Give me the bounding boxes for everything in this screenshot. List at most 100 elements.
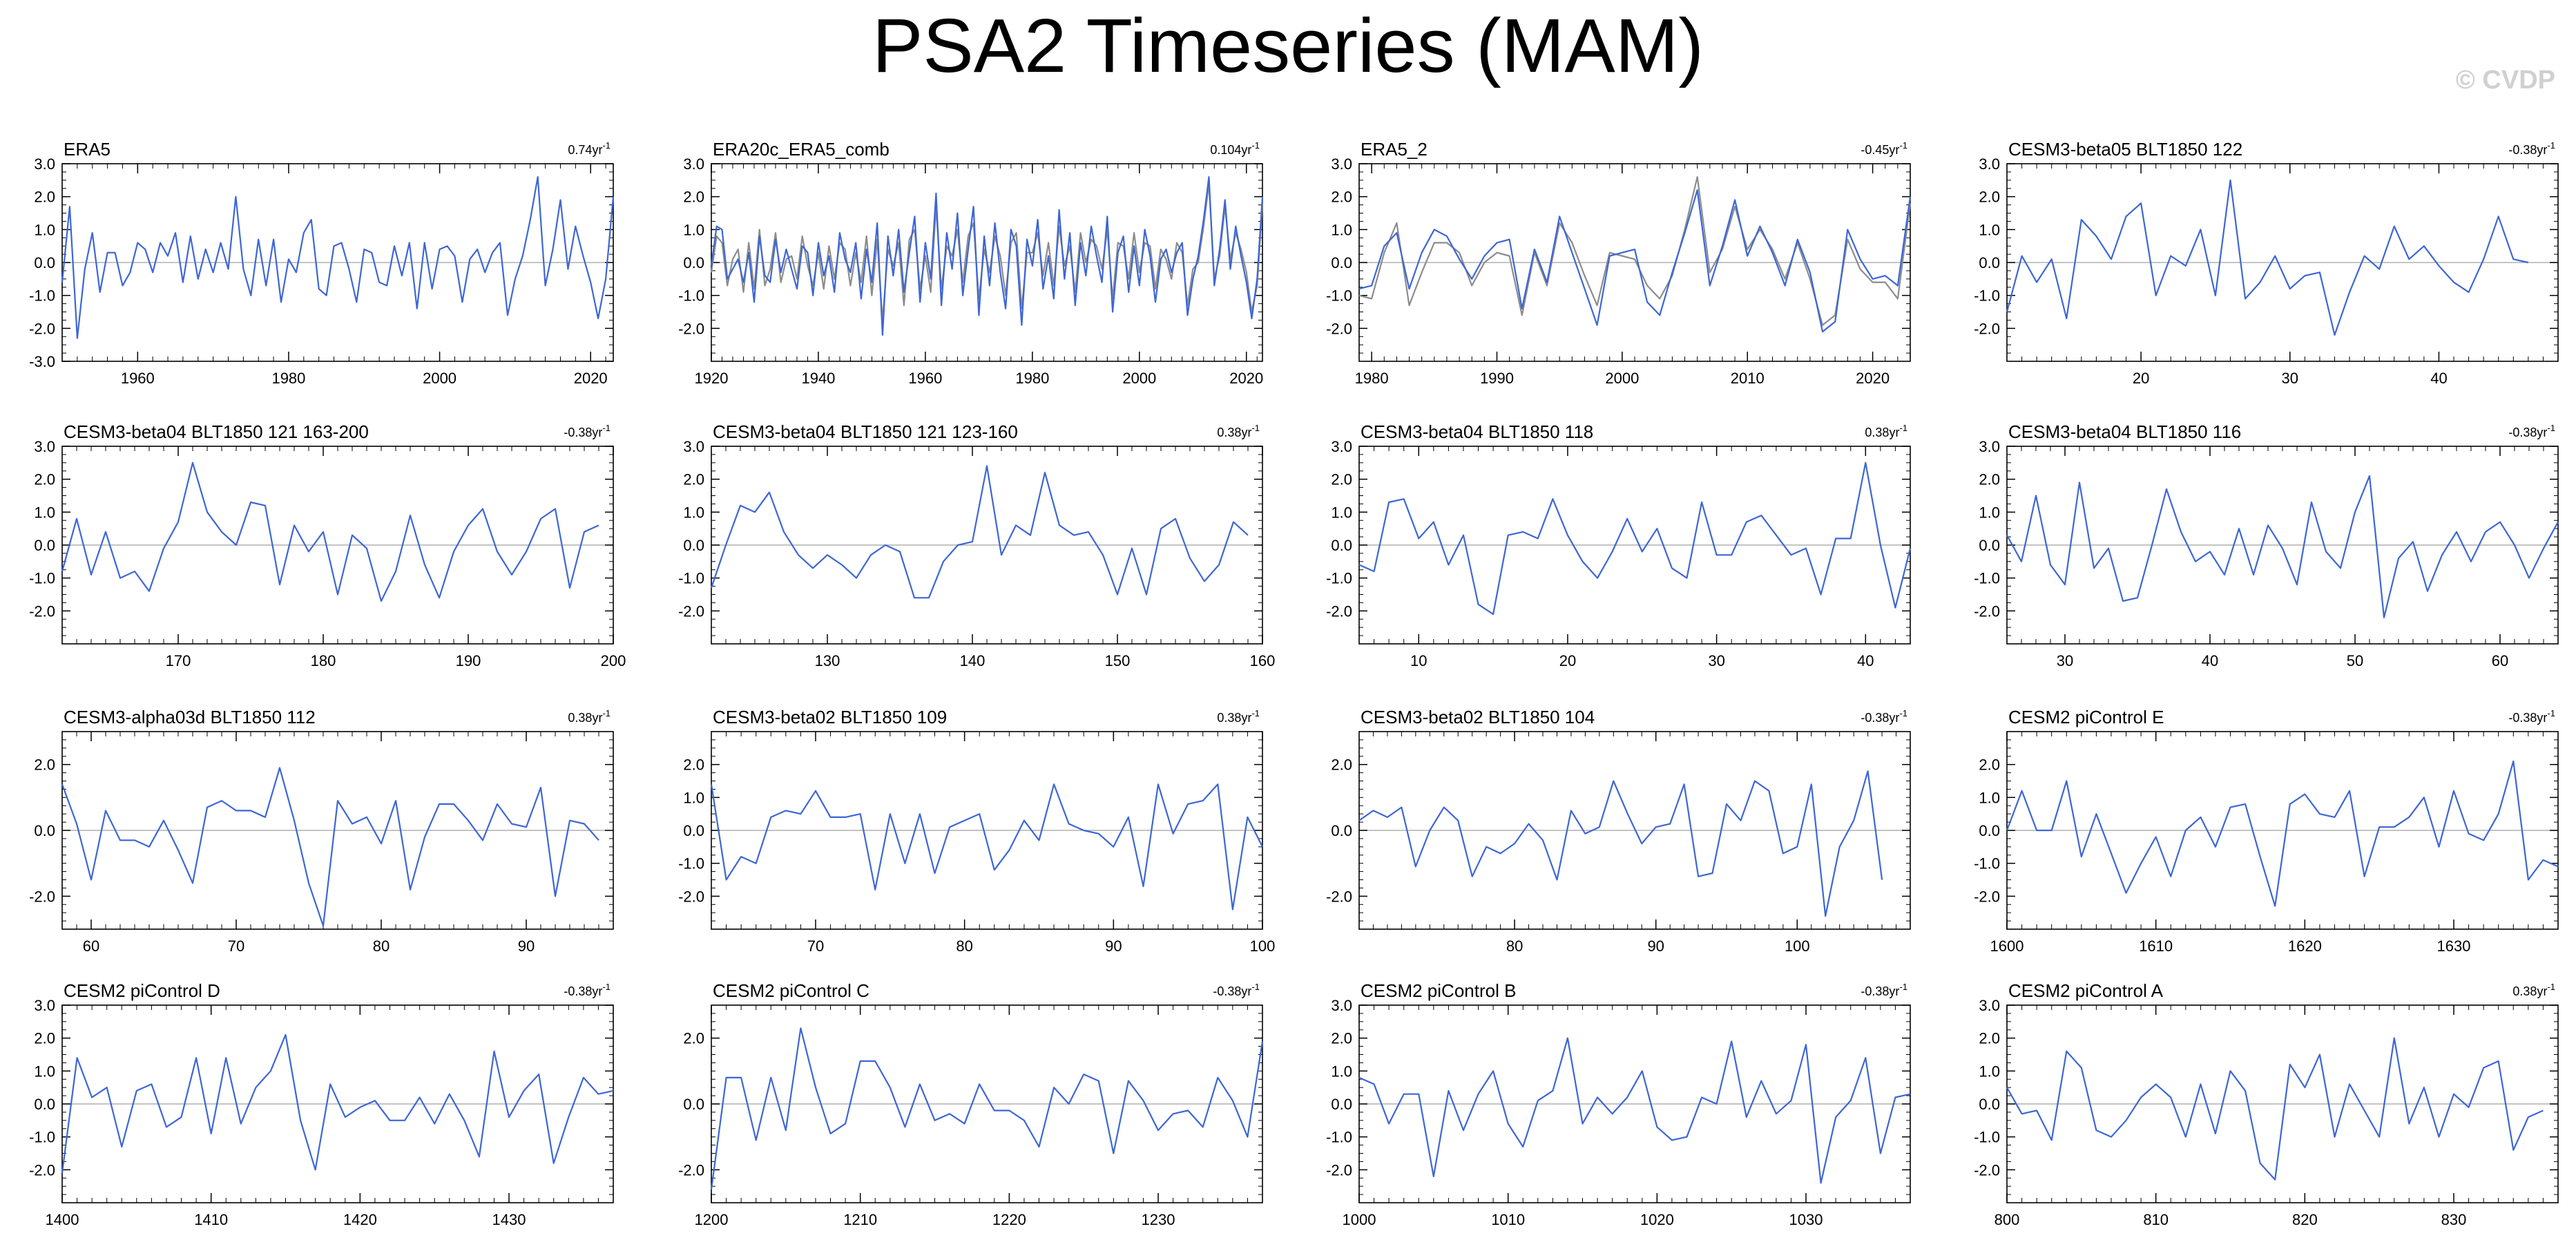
trend-label: 0.74yr-1 <box>568 140 611 157</box>
y-tick-label: 0.0 <box>1331 254 1352 271</box>
trend-label: -0.38yr-1 <box>564 423 611 439</box>
x-tick-label: 100 <box>1785 937 1810 955</box>
series-line-primary <box>1358 189 1912 333</box>
y-tick-label: 1.0 <box>1979 789 2000 806</box>
panel-title: CESM3-beta05 BLT1850 122 <box>2008 139 2242 160</box>
y-tick-label: 0.0 <box>1331 822 1352 839</box>
x-tick-label: 1610 <box>2139 937 2173 955</box>
trend-label: -0.38yr-1 <box>2508 708 2555 725</box>
y-tick-label: -1.0 <box>1974 1129 2000 1146</box>
x-tick-label: 820 <box>2292 1211 2318 1228</box>
panel-title: CESM3-beta04 BLT1850 118 <box>1361 421 1593 442</box>
x-tick-label: 170 <box>166 652 191 669</box>
x-tick-label: 30 <box>2057 652 2073 669</box>
y-tick-label: 0.0 <box>34 1096 55 1113</box>
y-tick-label: 1.0 <box>683 504 704 521</box>
timeseries-panel: CESM2 piControl B -0.38yr-1 1000 1010 1020 10… <box>1326 980 1911 1228</box>
x-tick-label: 100 <box>1250 937 1276 955</box>
series-line-secondary <box>710 182 1264 323</box>
y-tick-label: 0.0 <box>1331 1096 1352 1113</box>
timeseries-panel: CESM3-beta04 BLT1850 118 0.38yr-1 10 20 30 40… <box>1326 421 1912 669</box>
x-tick-label: 1920 <box>695 370 729 387</box>
y-tick-label: -2.0 <box>678 1161 704 1179</box>
x-tick-label: 40 <box>2430 370 2447 387</box>
y-tick-label: 3.0 <box>34 155 55 173</box>
x-tick-label: 2010 <box>1731 370 1765 387</box>
timeseries-panel: CESM2 piControl E -0.38yr-1 1600 1610 1620 16… <box>1974 707 2559 955</box>
y-tick-label: 1.0 <box>34 1062 55 1080</box>
series-line-primary <box>61 175 615 339</box>
y-tick-label: -1.0 <box>29 287 55 305</box>
watermark: © CVDP <box>2455 66 2555 95</box>
timeseries-panel: ERA5_2 -0.45yr-1 1980 1990 2000 2010 2020 -2.0 -… <box>1326 139 1912 387</box>
y-tick-label: 2.0 <box>1331 471 1352 488</box>
timeseries-panel: CESM3-beta04 BLT1850 121 163-200 -0.38yr-… <box>29 421 626 669</box>
y-tick-label: 2.0 <box>683 471 704 488</box>
y-tick-label: 2.0 <box>1331 1030 1352 1047</box>
y-tick-label: -2.0 <box>1974 602 2000 620</box>
x-tick-label: 2020 <box>1229 370 1263 387</box>
y-tick-label: -1.0 <box>1326 287 1352 305</box>
y-tick-label: -1.0 <box>1326 570 1352 587</box>
x-tick-label: 1430 <box>492 1211 526 1228</box>
x-tick-label: 10 <box>1410 652 1427 669</box>
trend-label: 0.38yr-1 <box>2512 982 2555 998</box>
trend-label: -0.38yr-1 <box>1213 982 1260 998</box>
trend-label: 0.38yr-1 <box>1217 708 1260 725</box>
y-tick-label: 2.0 <box>1331 189 1352 206</box>
panel-title: CESM2 piControl A <box>2008 980 2164 1001</box>
series-line-primary <box>2006 1037 2544 1181</box>
y-tick-label: -1.0 <box>1974 287 2000 305</box>
y-tick-label: 0.0 <box>683 254 704 271</box>
series-line-primary <box>61 767 599 927</box>
y-tick-label: 3.0 <box>1979 155 2000 173</box>
y-tick-label: 1.0 <box>683 221 704 238</box>
y-tick-label: -2.0 <box>29 1161 55 1179</box>
timeseries-panel: CESM3-beta02 BLT1850 104 -0.38yr-1 80 90 100… <box>1326 707 1911 955</box>
series-line-primary <box>1358 461 1912 616</box>
y-tick-label: 2.0 <box>1979 1030 2000 1047</box>
y-tick-label: 3.0 <box>683 438 704 455</box>
y-tick-label: -2.0 <box>29 602 55 620</box>
y-tick-label: 2.0 <box>1331 756 1352 774</box>
series-line-primary <box>710 1027 1264 1190</box>
x-tick-label: 1620 <box>2288 937 2322 955</box>
timeseries-panel: CESM3-beta04 BLT1850 121 123-160 0.38yr-1… <box>678 421 1276 669</box>
x-tick-label: 50 <box>2347 652 2363 669</box>
y-tick-label: 3.0 <box>1331 997 1352 1014</box>
x-tick-label: 1230 <box>1142 1211 1175 1228</box>
trend-label: 0.38yr-1 <box>1217 423 1260 439</box>
y-tick-label: 3.0 <box>1331 155 1352 173</box>
series-line-primary <box>61 1033 614 1174</box>
y-tick-label: 1.0 <box>1331 1062 1352 1080</box>
timeseries-panel: CESM3-beta05 BLT1850 122 -0.38yr-1 20 30 40 -… <box>1974 139 2559 387</box>
x-tick-label: 20 <box>2133 370 2149 387</box>
x-tick-label: 1030 <box>1789 1211 1823 1228</box>
x-tick-label: 2000 <box>1605 370 1639 387</box>
panel-title: CESM3-beta02 BLT1850 109 <box>713 707 947 727</box>
trend-label: -0.38yr-1 <box>2508 140 2555 157</box>
x-tick-label: 1000 <box>1343 1211 1376 1228</box>
trend-label: 0.104yr-1 <box>1210 140 1260 157</box>
y-tick-label: 2.0 <box>683 756 704 774</box>
y-tick-label: 2.0 <box>1979 189 2000 206</box>
x-tick-label: 90 <box>1105 937 1122 955</box>
y-tick-label: 2.0 <box>683 189 704 206</box>
series-line-primary <box>1358 770 1883 917</box>
x-tick-label: 1630 <box>2437 937 2471 955</box>
timeseries-panel: CESM2 piControl C -0.38yr-1 1200 1210 1220 12… <box>678 980 1264 1228</box>
x-tick-label: 160 <box>1250 652 1276 669</box>
series-line-primary <box>2006 179 2529 336</box>
x-tick-label: 20 <box>1559 652 1576 669</box>
y-tick-label: -2.0 <box>1326 888 1352 905</box>
panel-title: CESM3-beta04 BLT1850 121 123-160 <box>713 421 1018 442</box>
x-tick-label: 70 <box>228 937 244 955</box>
y-tick-label: 0.0 <box>1979 254 2000 271</box>
y-tick-label: 2.0 <box>683 1030 704 1047</box>
y-tick-label: -1.0 <box>29 570 55 587</box>
y-tick-label: 2.0 <box>1979 471 2000 488</box>
x-tick-label: 200 <box>601 652 626 669</box>
y-tick-label: 0.0 <box>34 822 55 839</box>
x-tick-label: 1980 <box>1015 370 1049 387</box>
y-tick-label: 0.0 <box>683 537 704 554</box>
